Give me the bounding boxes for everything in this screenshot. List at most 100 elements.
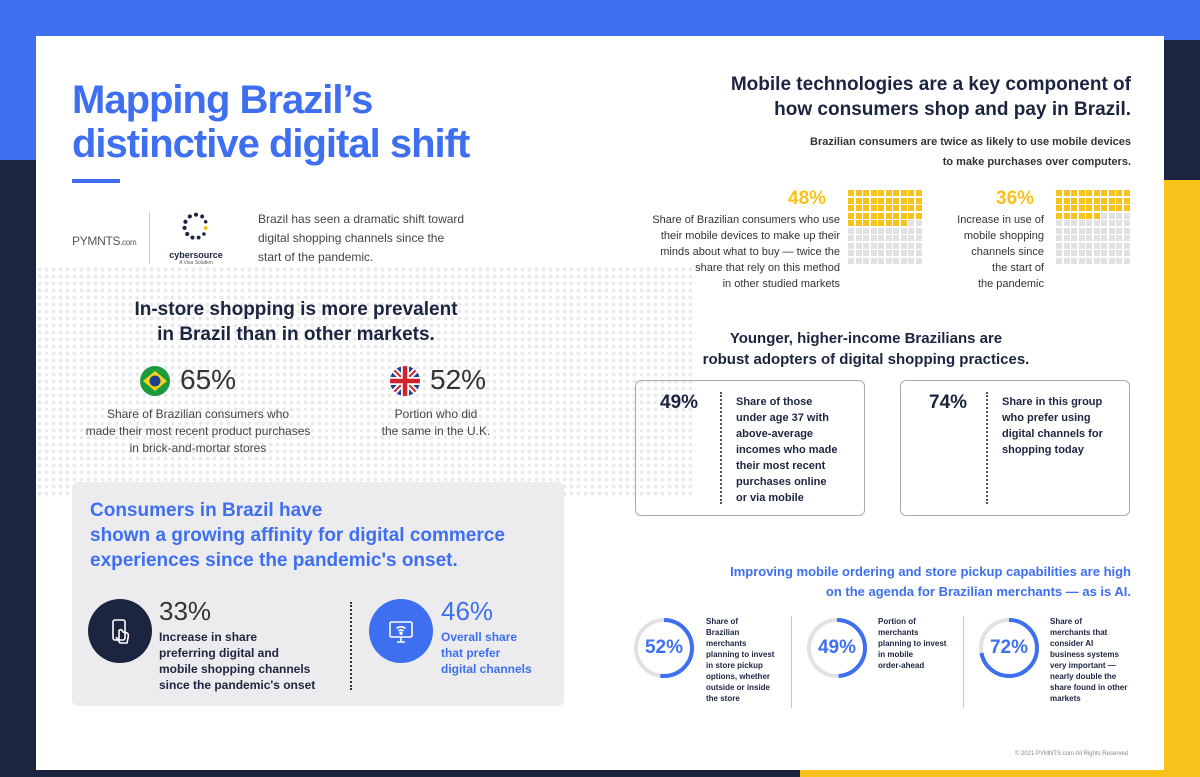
waffle-cell	[1108, 205, 1115, 211]
ring-desc-line: very important —	[1050, 661, 1116, 670]
waffle-cell	[1108, 235, 1115, 241]
waffle-cell	[1056, 257, 1062, 264]
ring-desc-line: Brazilian	[706, 628, 740, 637]
copyright: © 2021 PYMNTS.com All Rights Reserved	[1014, 751, 1128, 757]
merchants-heading: Improving mobile ordering and store pick…	[730, 564, 1131, 599]
waffle-cell	[1056, 242, 1062, 249]
waffle-cell	[1108, 197, 1115, 204]
waffle-cell	[855, 212, 862, 219]
merchants-ring2	[807, 618, 867, 678]
waffle-cell	[1056, 190, 1062, 196]
waffle-cell	[900, 242, 907, 249]
waffle-cell	[863, 227, 869, 234]
waffle-cell	[915, 190, 922, 196]
waffle-cell	[1093, 197, 1100, 204]
waffle-cell	[855, 250, 862, 256]
waffle-cell	[915, 257, 922, 264]
waffle-cell	[908, 250, 914, 256]
affinity-divider	[350, 602, 352, 690]
waffle-cell	[885, 250, 892, 256]
waffle-cell	[848, 242, 854, 249]
merchants-ring1-pct: 52%	[644, 637, 684, 658]
younger-box2-desc: Share in this group who prefer using dig…	[1002, 396, 1103, 456]
waffle-cell	[1108, 212, 1115, 219]
waffle-cell	[848, 190, 854, 196]
waffle-cell	[893, 227, 899, 234]
waffle-cell	[1101, 197, 1107, 204]
waffle-cell	[863, 235, 869, 241]
waffle-cell	[1101, 227, 1107, 234]
waffle-cell	[1056, 250, 1062, 256]
mobile-heading: Mobile technologies are a key component …	[730, 74, 1131, 120]
waffle-cell	[1123, 212, 1130, 219]
waffle-cell	[915, 205, 922, 211]
waffle-cell	[893, 250, 899, 256]
ring-desc-line: Share of	[1050, 617, 1083, 626]
waffle-cell	[1123, 242, 1130, 249]
affinity-stat1-pct: 33%	[159, 596, 212, 626]
uk-instore-pct: 52%	[430, 364, 487, 395]
merchants-separator2	[963, 616, 964, 708]
uk-flag-icon	[390, 366, 420, 396]
waffle-cell	[1056, 212, 1062, 219]
waffle-cell	[908, 205, 914, 211]
mobile-stat1-waffle	[848, 190, 922, 264]
waffle-cell	[885, 242, 892, 249]
waffle-cell	[908, 242, 914, 249]
ring-desc-line: merchants	[878, 628, 919, 637]
waffle-cell	[1116, 235, 1122, 241]
brazil-instore-pct: 65%	[180, 364, 237, 395]
waffle-cell	[1101, 235, 1107, 241]
waffle-cell	[1071, 242, 1077, 249]
waffle-cell	[1086, 190, 1092, 196]
waffle-cell	[863, 220, 869, 226]
ring-desc-line: order-ahead	[878, 661, 925, 670]
waffle-cell	[870, 220, 877, 226]
waffle-cell	[878, 235, 884, 241]
waffle-cell	[878, 227, 884, 234]
waffle-cell	[900, 212, 907, 219]
page-title: Mapping Brazil’s distinctive digital shi…	[72, 78, 470, 166]
waffle-cell	[1116, 190, 1122, 196]
waffle-cell	[885, 235, 892, 241]
waffle-cell	[863, 197, 869, 204]
waffle-cell	[885, 227, 892, 234]
ring-desc-line: options, whether	[706, 672, 770, 681]
waffle-cell	[1086, 242, 1092, 249]
infographic-card: Mapping Brazil’s distinctive digital shi…	[36, 36, 1164, 770]
waffle-cell	[1078, 227, 1085, 234]
ring-desc-line: outside or inside	[706, 683, 771, 692]
younger-heading: Younger, higher-income Brazilians are ro…	[702, 330, 1030, 368]
waffle-cell	[900, 227, 907, 234]
waffle-cell	[1116, 250, 1122, 256]
mobile-tap-icon	[88, 599, 152, 663]
waffle-cell	[1093, 190, 1100, 196]
uk-instore-desc: Portion who did the same in the U.K.	[381, 407, 491, 438]
waffle-cell	[1108, 257, 1115, 264]
waffle-cell	[908, 257, 914, 264]
merchants-ring2-pct: 49%	[817, 637, 857, 658]
waffle-cell	[885, 212, 892, 219]
waffle-cell	[855, 220, 862, 226]
waffle-cell	[1071, 235, 1077, 241]
waffle-cell	[1108, 242, 1115, 249]
waffle-cell	[908, 235, 914, 241]
waffle-cell	[1056, 197, 1062, 204]
waffle-cell	[1123, 190, 1130, 196]
waffle-cell	[1063, 220, 1070, 226]
younger-box1-pct: 49%	[660, 392, 699, 413]
ring-desc-line: share found in other	[1050, 683, 1128, 692]
waffle-cell	[870, 242, 877, 249]
waffle-cell	[1056, 205, 1062, 211]
waffle-cell	[878, 257, 884, 264]
waffle-cell	[1116, 257, 1122, 264]
waffle-cell	[908, 227, 914, 234]
waffle-cell	[848, 205, 854, 211]
waffle-cell	[1093, 212, 1100, 219]
waffle-cell	[848, 197, 854, 204]
waffle-cell	[848, 227, 854, 234]
waffle-cell	[1086, 235, 1092, 241]
waffle-cell	[1123, 220, 1130, 226]
waffle-cell	[908, 190, 914, 196]
waffle-cell	[900, 220, 907, 226]
